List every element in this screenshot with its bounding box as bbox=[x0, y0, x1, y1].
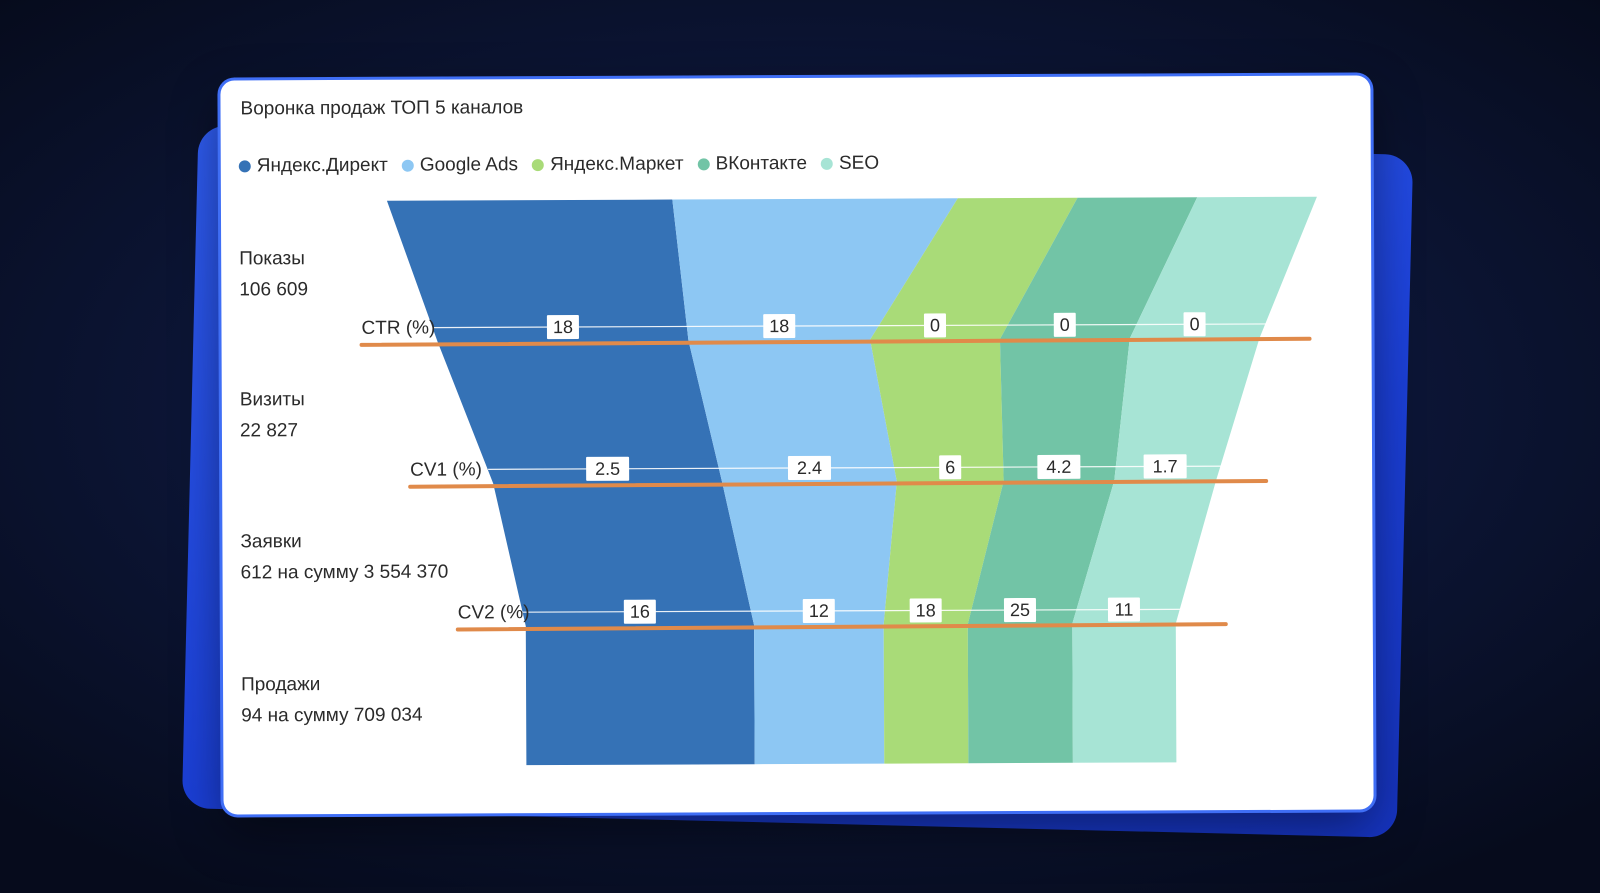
rate-label: CV1 (%) bbox=[410, 459, 482, 480]
rate-line bbox=[359, 336, 1312, 347]
rate-value-label: 18 bbox=[553, 317, 573, 337]
rate-value-label: 2.4 bbox=[797, 458, 822, 478]
rate-value-box bbox=[939, 455, 962, 480]
rate-label: CV2 (%) bbox=[458, 602, 530, 623]
rate-value-label: 18 bbox=[769, 316, 789, 336]
rate-row-1: CTR (%) 18 18 0 0 0 bbox=[359, 312, 1312, 347]
rate-value-label: 18 bbox=[916, 600, 936, 620]
chart-card: Воронка продаж ТОП 5 каналов Яндекс.Дире… bbox=[220, 75, 1374, 815]
rate-value-box bbox=[802, 598, 835, 623]
rate-value-label: 6 bbox=[945, 457, 955, 477]
rate-value-box bbox=[1143, 454, 1187, 479]
rate-value-box bbox=[1107, 597, 1141, 622]
rate-row-2: CV1 (%) 2.5 2.4 6 4.2 1.7 bbox=[408, 454, 1269, 489]
rate-value-label: 12 bbox=[809, 601, 829, 621]
rate-value-box bbox=[1183, 312, 1206, 337]
rate-value-box bbox=[1053, 312, 1076, 337]
rate-label: CTR (%) bbox=[361, 318, 435, 339]
rate-value-label: 0 bbox=[1190, 314, 1200, 334]
rate-value-label: 4.2 bbox=[1046, 457, 1071, 477]
funnel-chart: CTR (%) 18 18 0 0 0 CV1 (%) 2.5 2.4 6 4.2 1.7 CV2 (%… bbox=[359, 196, 1317, 766]
rate-value-box bbox=[763, 314, 796, 339]
rate-line bbox=[455, 622, 1228, 632]
rate-value-box bbox=[787, 455, 832, 481]
rate-value-label: 1.7 bbox=[1153, 456, 1178, 476]
rate-value-box bbox=[546, 314, 579, 340]
rate-value-label: 0 bbox=[1060, 315, 1070, 335]
rate-line bbox=[408, 478, 1269, 489]
rate-value-box bbox=[923, 313, 947, 338]
rate-value-box bbox=[1003, 597, 1037, 623]
rate-value-label: 2.5 bbox=[595, 459, 620, 479]
funnel-band-2 bbox=[672, 198, 958, 765]
rate-value-box bbox=[586, 456, 630, 481]
rate-value-label: 25 bbox=[1010, 600, 1030, 620]
rate-row-3: CV2 (%) 16 12 18 25 11 bbox=[455, 597, 1228, 632]
rate-value-box bbox=[1037, 454, 1081, 479]
rate-value-label: 16 bbox=[630, 602, 650, 622]
rate-value-box bbox=[623, 599, 656, 624]
rate-value-label: 11 bbox=[1115, 600, 1134, 620]
rate-value-label: 0 bbox=[930, 315, 940, 335]
rate-value-box bbox=[909, 598, 942, 623]
